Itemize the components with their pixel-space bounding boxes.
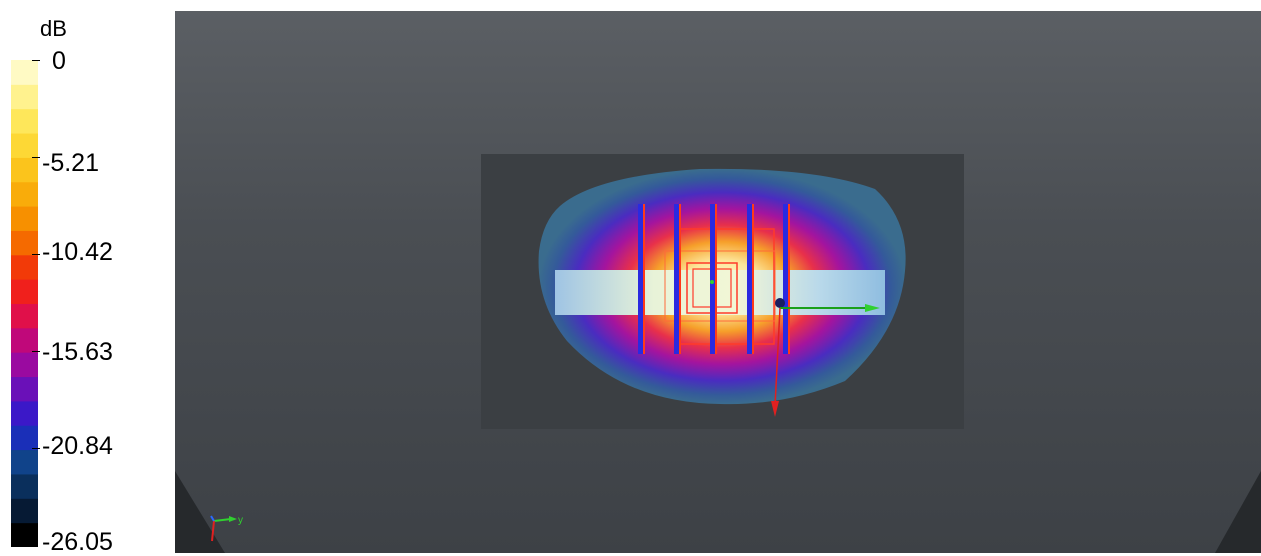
axis-triad: y — [210, 515, 243, 542]
colorbar-swatch — [11, 352, 38, 378]
colorbar-swatch — [11, 449, 38, 475]
grating-bars — [638, 204, 790, 354]
colorbar-swatch — [11, 303, 38, 329]
legend-tick — [32, 60, 40, 61]
colorbar-swatch — [11, 400, 38, 426]
colorbar-swatch — [11, 181, 38, 207]
legend-tick-label: 0 — [52, 47, 66, 75]
colorbar-swatch — [11, 279, 38, 304]
colorbar-swatch — [11, 522, 38, 547]
colorbar-swatch — [11, 84, 38, 110]
colorbar-swatch — [11, 376, 38, 402]
colorbar-legend: dB 0 -5.21 -10.42 -15.63 -20.84 -26.05 — [0, 0, 175, 556]
legend-tick-label: -10.42 — [42, 238, 113, 266]
legend-tick-label: -20.84 — [42, 432, 113, 460]
colorbar-swatch — [11, 133, 38, 158]
legend-tick-label: -26.05 — [42, 528, 113, 556]
legend-tick — [32, 254, 40, 255]
legend-tick — [32, 157, 40, 158]
port-arrow-x-head — [865, 304, 880, 312]
colorbar-swatch — [11, 206, 38, 231]
port-arrow-z — [774, 307, 781, 407]
colorbar-swatch — [11, 60, 38, 85]
legend-tick-label: -5.21 — [42, 149, 99, 177]
colorbar-swatch — [11, 425, 38, 451]
3d-viewport[interactable]: y — [175, 11, 1261, 553]
colorbar-swatch — [11, 254, 38, 280]
outline-rect — [664, 250, 776, 322]
colorbar — [11, 60, 38, 547]
legend-tick-label: -15.63 — [42, 338, 113, 366]
colorbar-swatch — [11, 157, 38, 183]
port-arrow-z-head — [771, 401, 779, 417]
colorbar-swatch — [11, 327, 38, 353]
colorbar-swatch — [11, 108, 38, 134]
legend-tick — [32, 448, 40, 449]
field-scene[interactable]: y — [175, 11, 1261, 553]
floor-corner-left — [175, 471, 225, 553]
colorbar-swatch — [11, 473, 38, 499]
legend-unit-label: dB — [40, 16, 67, 41]
legend-tick — [32, 351, 40, 352]
colorbar-swatch — [11, 230, 38, 256]
port-marker — [775, 298, 785, 308]
center-marker — [710, 280, 714, 284]
floor-corner-right — [1215, 471, 1261, 553]
colorbar-swatch — [11, 498, 38, 524]
axis-y-label: y — [238, 515, 243, 526]
